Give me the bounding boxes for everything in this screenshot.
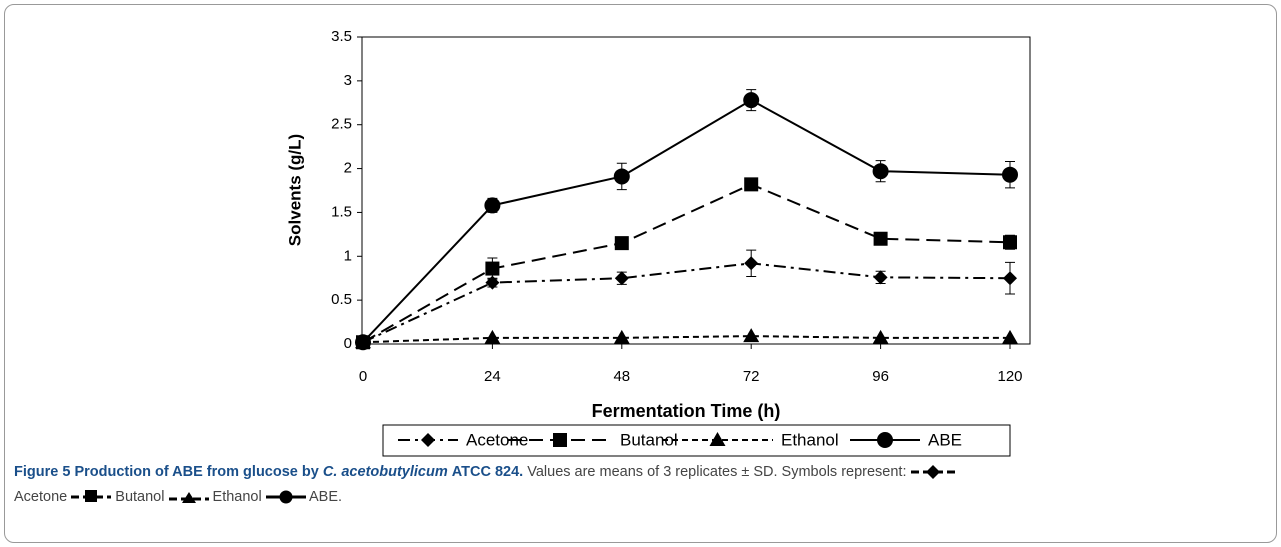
data-point — [872, 163, 889, 180]
chart: Solvents (g/L) Fermentation Time (h) 0 0.… — [285, 28, 1031, 457]
legend-label: Butanol — [620, 430, 678, 449]
data-point — [744, 177, 759, 192]
series-line — [362, 99, 1011, 343]
caption-text: Values are means of 3 replicates ± SD. S… — [527, 464, 907, 480]
data-point — [744, 256, 759, 271]
symbol-label: Ethanol — [212, 489, 262, 505]
data-point — [485, 261, 500, 276]
legend-marker — [709, 432, 726, 446]
y-tick-label: 0.5 — [331, 291, 352, 308]
data-point — [1003, 235, 1017, 250]
data-point — [614, 236, 629, 251]
y-axis-label: Solvents (g/L) — [285, 134, 304, 246]
data-point — [743, 92, 760, 109]
legend-marker — [421, 433, 435, 447]
legend-label: Ethanol — [781, 430, 839, 449]
legend-marker — [877, 432, 893, 448]
symbol-icon — [71, 490, 112, 503]
data-point — [1002, 166, 1018, 183]
legend-box — [382, 424, 1011, 457]
plot-frame — [361, 36, 1031, 345]
data-point — [613, 168, 630, 185]
data-point — [484, 197, 501, 214]
data-point — [614, 271, 629, 286]
data-point — [484, 329, 501, 344]
series-line — [362, 262, 1011, 344]
symbol-label: Butanol — [115, 489, 165, 505]
data-point — [873, 231, 888, 246]
data-point — [743, 328, 760, 343]
data-point — [355, 334, 371, 351]
data-point — [1003, 271, 1017, 286]
symbol-label: Acetone — [14, 489, 68, 505]
y-tick-label: 3 — [344, 72, 352, 89]
data-point — [613, 329, 630, 344]
data-point — [873, 270, 888, 285]
x-axis-label: Fermentation Time (h) — [592, 401, 781, 421]
symbol-icon — [910, 465, 955, 480]
caption-title: Production of ABE from glucose by — [74, 464, 319, 480]
symbol-label: ABE. — [308, 489, 343, 505]
caption-title-end: ATCC 824. — [451, 464, 524, 480]
series-line — [362, 183, 1011, 344]
x-tick-label: 120 — [997, 368, 1022, 385]
x-tick-label: 96 — [872, 368, 889, 385]
y-tick-label: 0 — [344, 335, 352, 352]
caption-label: Figure 5 — [14, 464, 71, 480]
series-line — [362, 335, 1010, 344]
caption-organism: C. acetobutylicum — [322, 464, 448, 480]
data-point — [872, 329, 889, 344]
y-tick-label: 3.5 — [331, 28, 352, 45]
x-tick-label: 48 — [613, 368, 630, 385]
legend-marker — [553, 433, 567, 447]
symbol-icon — [168, 492, 209, 504]
x-tick-label: 72 — [743, 368, 760, 385]
y-tick-label: 1.5 — [331, 203, 352, 220]
legend-label: Acetone — [466, 430, 528, 449]
legend-label: ABE — [928, 430, 962, 449]
y-tick-label: 2.5 — [331, 116, 352, 133]
y-tick-label: 1 — [344, 247, 352, 264]
data-point — [1002, 329, 1018, 344]
figure-frame — [4, 4, 1277, 543]
x-tick-label: 24 — [484, 368, 501, 385]
x-tick-label: 0 — [359, 368, 367, 385]
symbol-icon — [265, 490, 306, 504]
y-tick-label: 2 — [344, 160, 352, 177]
caption: Figure 5 Production of ABE from glucose … — [14, 460, 955, 510]
